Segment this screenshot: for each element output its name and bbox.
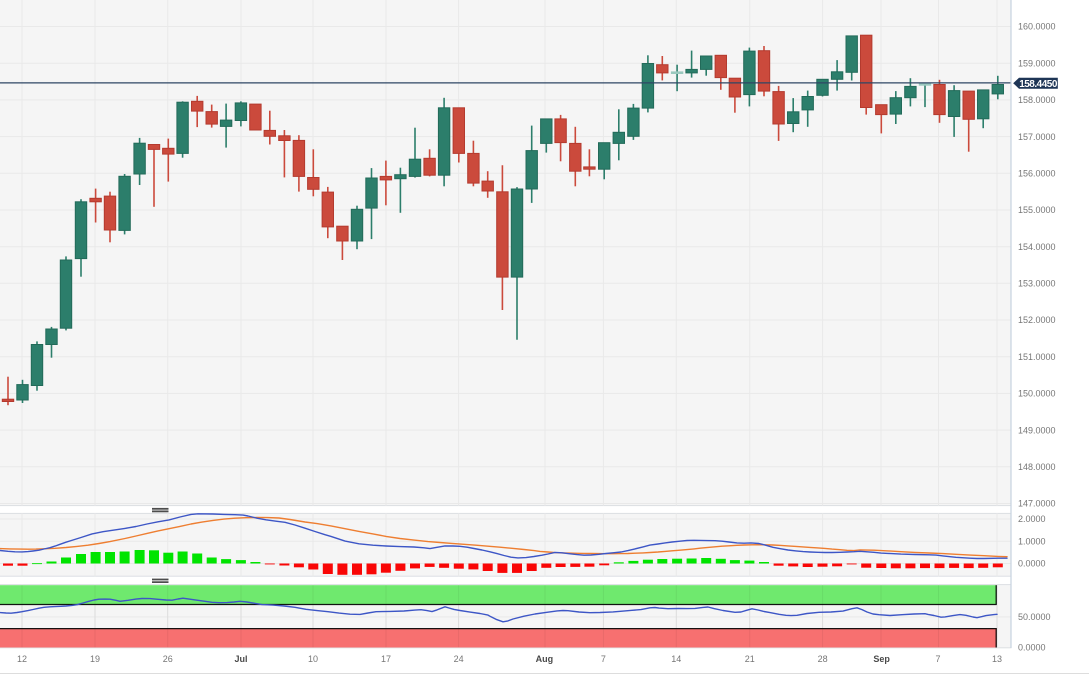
svg-text:7: 7: [935, 654, 940, 664]
svg-text:1.0000: 1.0000: [1018, 537, 1046, 547]
svg-text:154.0000: 154.0000: [1018, 242, 1056, 252]
svg-text:2.0000: 2.0000: [1018, 514, 1046, 524]
svg-text:19: 19: [90, 654, 100, 664]
svg-text:152.0000: 152.0000: [1018, 315, 1056, 325]
svg-text:156.0000: 156.0000: [1018, 169, 1056, 179]
svg-text:0.0000: 0.0000: [1018, 559, 1046, 569]
svg-text:151.0000: 151.0000: [1018, 352, 1056, 362]
svg-text:Jul: Jul: [234, 654, 247, 664]
svg-text:13: 13: [992, 654, 1002, 664]
svg-text:159.0000: 159.0000: [1018, 58, 1056, 68]
svg-text:24: 24: [454, 654, 464, 664]
svg-text:17: 17: [381, 654, 391, 664]
svg-text:157.0000: 157.0000: [1018, 132, 1056, 142]
svg-text:160.0000: 160.0000: [1018, 22, 1056, 32]
svg-text:150.0000: 150.0000: [1018, 389, 1056, 399]
svg-text:28: 28: [818, 654, 828, 664]
svg-text:21: 21: [745, 654, 755, 664]
svg-text:155.0000: 155.0000: [1018, 205, 1056, 215]
svg-text:158.4450: 158.4450: [1019, 79, 1058, 90]
svg-text:12: 12: [17, 654, 27, 664]
svg-text:147.0000: 147.0000: [1018, 499, 1056, 509]
svg-text:Sep: Sep: [873, 654, 890, 664]
svg-text:149.0000: 149.0000: [1018, 425, 1056, 435]
svg-text:14: 14: [671, 654, 681, 664]
svg-text:50.0000: 50.0000: [1018, 612, 1051, 622]
svg-text:0.0000: 0.0000: [1018, 643, 1046, 653]
svg-text:153.0000: 153.0000: [1018, 279, 1056, 289]
svg-text:Aug: Aug: [536, 654, 554, 664]
svg-text:7: 7: [601, 654, 606, 664]
svg-text:148.0000: 148.0000: [1018, 462, 1056, 472]
svg-text:10: 10: [308, 654, 318, 664]
svg-text:26: 26: [163, 654, 173, 664]
svg-text:158.0000: 158.0000: [1018, 95, 1056, 105]
